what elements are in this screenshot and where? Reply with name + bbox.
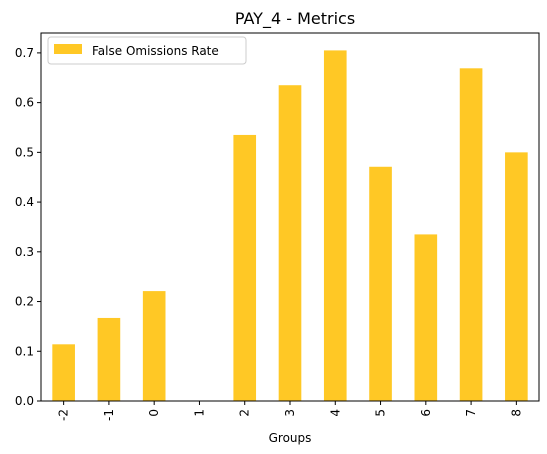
x-tick-label: 3 [283, 409, 297, 417]
x-tick-label: 4 [328, 409, 342, 417]
x-axis-label: Groups [269, 431, 312, 445]
x-tick-label: 8 [509, 409, 523, 417]
legend: False Omissions Rate [47, 36, 247, 65]
x-tick-label: 0 [147, 409, 161, 417]
y-tick-label: 0.6 [15, 96, 34, 110]
y-ticks-group: 0.0 0.1 0.2 0.3 0.4 0.5 0.6 0.7 [15, 46, 41, 408]
x-tick-label: 6 [419, 409, 433, 417]
legend-frame [47, 36, 247, 65]
bar-4 [323, 50, 347, 402]
bar-8 [505, 152, 528, 401]
chart-title: PAY_4 - Metrics [235, 9, 355, 29]
bar-5 [369, 166, 392, 401]
bar-2 [233, 134, 257, 401]
x-tick-label: 1 [192, 409, 206, 417]
y-tick-label: 0.3 [15, 245, 34, 259]
y-tick-label: 0.4 [15, 195, 34, 209]
x-tick-label: 2 [238, 409, 252, 417]
bar-0 [142, 291, 166, 401]
y-tick-label: 0.7 [15, 46, 34, 60]
y-tick-label: 0.5 [15, 145, 34, 159]
y-tick-label: 0.2 [15, 295, 34, 309]
x-ticks-group: -2 -1 0 1 2 3 4 5 6 7 8 [57, 401, 523, 421]
x-tick-label: -2 [57, 409, 71, 421]
bar-6 [414, 234, 438, 401]
bars-group [52, 50, 528, 402]
legend-label: False Omissions Rate [92, 44, 219, 58]
bar-3 [278, 85, 302, 401]
x-tick-label: -1 [102, 409, 116, 421]
y-tick-label: 0.0 [15, 394, 34, 408]
x-tick-label: 5 [374, 409, 388, 417]
legend-swatch [54, 44, 82, 54]
x-tick-label: 7 [464, 409, 478, 417]
bar--1 [97, 317, 121, 401]
bar-7 [459, 68, 483, 401]
y-tick-label: 0.1 [15, 344, 34, 358]
bar--2 [52, 344, 75, 401]
